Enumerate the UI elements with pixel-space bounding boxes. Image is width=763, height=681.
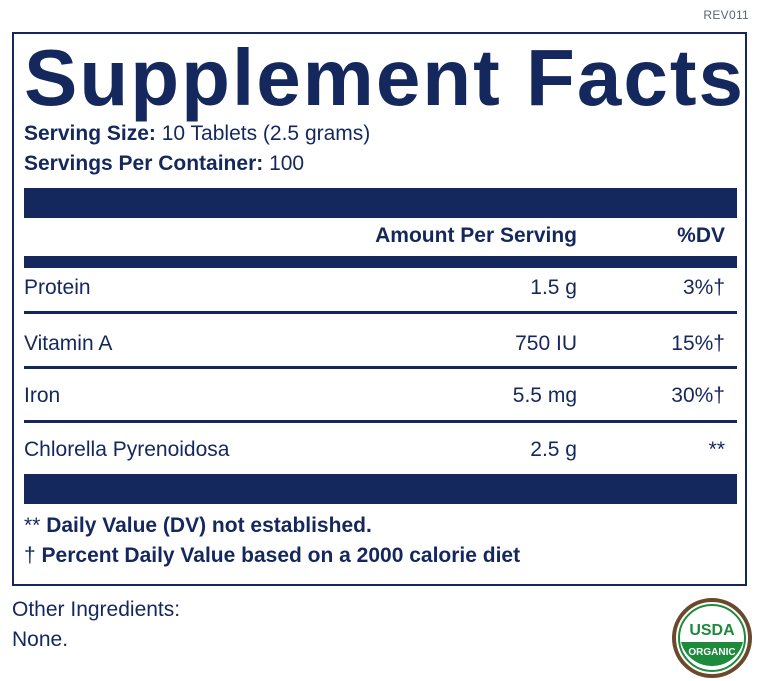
table-row: Iron 5.5 mg 30%† bbox=[24, 376, 737, 416]
header-dv: %DV bbox=[677, 224, 725, 247]
row-divider bbox=[24, 366, 737, 369]
revision-code: REV011 bbox=[703, 8, 749, 22]
supplement-facts-panel: Supplement Facts Serving Size: 10 Tablet… bbox=[12, 32, 747, 586]
footnote-calorie-basis: † Percent Daily Value based on a 2000 ca… bbox=[24, 544, 520, 568]
nutrient-name: Iron bbox=[24, 384, 61, 407]
serving-size: Serving Size: 10 Tablets (2.5 grams) bbox=[24, 122, 370, 146]
header-bottom-bar bbox=[24, 256, 737, 268]
table-row: Protein 1.5 g 3%† bbox=[24, 268, 737, 308]
nutrient-name: Vitamin A bbox=[24, 332, 113, 355]
other-ingredients-value: None. bbox=[12, 628, 69, 651]
table-row: Vitamin A 750 IU 15%† bbox=[24, 324, 737, 364]
footnote-text: Daily Value (DV) not established. bbox=[46, 514, 372, 537]
footnote-text: Percent Daily Value based on a 2000 calo… bbox=[41, 544, 521, 567]
nutrient-dv: 30%† bbox=[671, 384, 725, 407]
seal-top-text: USDA bbox=[689, 622, 735, 639]
nutrient-name: Protein bbox=[24, 276, 91, 299]
header-amount: Amount Per Serving bbox=[375, 224, 577, 247]
usda-organic-seal-icon: USDA ORGANIC bbox=[672, 598, 752, 678]
panel-title: Supplement Facts bbox=[24, 33, 746, 122]
nutrient-amount: 1.5 g bbox=[530, 276, 577, 299]
row-divider bbox=[24, 420, 737, 423]
footnote-mark: ** bbox=[24, 514, 41, 537]
nutrient-amount: 2.5 g bbox=[530, 438, 577, 461]
header-top-bar bbox=[24, 188, 737, 218]
footer-bar bbox=[24, 474, 737, 504]
serving-size-value: 10 Tablets (2.5 grams) bbox=[161, 122, 371, 145]
nutrient-dv: ** bbox=[708, 438, 725, 461]
servings-per-container: Servings Per Container: 100 bbox=[24, 152, 304, 176]
nutrient-dv: 15%† bbox=[671, 332, 725, 355]
serving-size-label: Serving Size: bbox=[24, 122, 156, 145]
other-ingredients-label: Other Ingredients: bbox=[12, 598, 181, 621]
nutrient-amount: 5.5 mg bbox=[512, 384, 577, 407]
table-header-row: Amount Per Serving %DV bbox=[24, 216, 737, 256]
footnote-dv-not-established: ** Daily Value (DV) not established. bbox=[24, 514, 372, 538]
seal-bottom-text: ORGANIC bbox=[688, 647, 735, 658]
nutrient-name: Chlorella Pyrenoidosa bbox=[24, 438, 230, 461]
table-row: Chlorella Pyrenoidosa 2.5 g ** bbox=[24, 430, 737, 470]
row-divider bbox=[24, 311, 737, 314]
footnote-mark: † bbox=[24, 544, 36, 567]
nutrient-dv: 3%† bbox=[682, 276, 725, 299]
servings-per-container-value: 100 bbox=[269, 152, 305, 175]
nutrient-amount: 750 IU bbox=[515, 332, 577, 355]
servings-per-container-label: Servings Per Container: bbox=[24, 152, 264, 175]
